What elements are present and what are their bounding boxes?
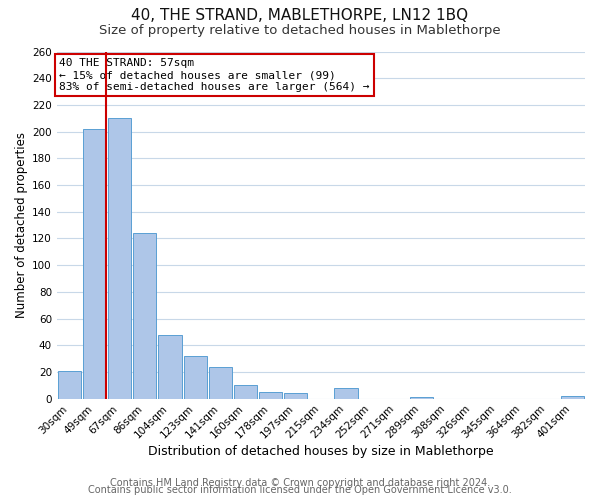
Bar — [108, 118, 131, 398]
Bar — [83, 129, 106, 398]
Bar — [334, 388, 358, 398]
Bar — [158, 334, 182, 398]
Text: 40 THE STRAND: 57sqm
← 15% of detached houses are smaller (99)
83% of semi-detac: 40 THE STRAND: 57sqm ← 15% of detached h… — [59, 58, 370, 92]
Bar — [58, 370, 81, 398]
Text: Size of property relative to detached houses in Mablethorpe: Size of property relative to detached ho… — [99, 24, 501, 37]
Bar — [184, 356, 206, 399]
Bar — [284, 394, 307, 398]
Y-axis label: Number of detached properties: Number of detached properties — [15, 132, 28, 318]
X-axis label: Distribution of detached houses by size in Mablethorpe: Distribution of detached houses by size … — [148, 444, 494, 458]
Bar — [133, 233, 157, 398]
Bar — [561, 396, 584, 398]
Bar — [234, 386, 257, 398]
Text: Contains public sector information licensed under the Open Government Licence v3: Contains public sector information licen… — [88, 485, 512, 495]
Bar — [209, 366, 232, 398]
Text: 40, THE STRAND, MABLETHORPE, LN12 1BQ: 40, THE STRAND, MABLETHORPE, LN12 1BQ — [131, 8, 469, 22]
Bar — [259, 392, 282, 398]
Text: Contains HM Land Registry data © Crown copyright and database right 2024.: Contains HM Land Registry data © Crown c… — [110, 478, 490, 488]
